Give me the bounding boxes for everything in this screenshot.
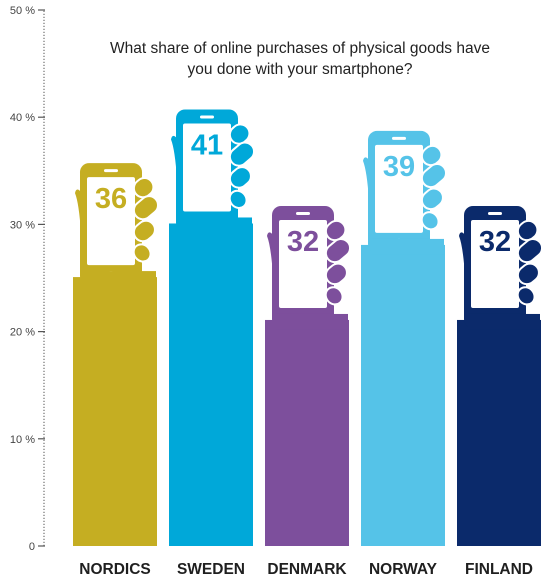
finger <box>228 141 256 167</box>
bar <box>265 319 349 546</box>
hand-palm <box>276 313 348 330</box>
data-label: 32 <box>479 226 511 258</box>
phone-speaker <box>392 136 406 140</box>
bar-group-norway: 39 NORWAY <box>361 130 448 578</box>
phone-speaker <box>488 211 502 215</box>
data-label: 39 <box>383 151 415 183</box>
finger <box>228 123 251 145</box>
hand-palm <box>180 217 252 234</box>
data-label: 36 <box>95 183 127 215</box>
x-tick-label: FINLAND <box>465 561 533 578</box>
finger <box>324 286 344 306</box>
phone-screen <box>279 219 327 308</box>
phone-screen <box>183 123 231 212</box>
bars: 36 NORDICS 41 SWEDEN 32 DENMARK 39 NORWAY 32 FINL… <box>73 109 544 578</box>
chart-title: What share of online purchases of physic… <box>110 40 490 78</box>
x-tick-label: DENMARK <box>267 561 347 578</box>
y-tick-label: 30 % <box>10 219 35 231</box>
finger <box>132 219 156 243</box>
bar-group-sweden: 41 SWEDEN <box>169 109 256 578</box>
chart-title-line-1: What share of online purchases of physic… <box>110 40 490 57</box>
x-tick-label: NORWAY <box>369 561 438 578</box>
bar-group-nordics: 36 NORDICS <box>73 163 160 578</box>
y-tick-label: 20 % <box>10 327 35 339</box>
bar <box>457 319 541 546</box>
y-tick-label: 50 % <box>10 5 35 17</box>
phone-screen <box>471 219 519 308</box>
y-tick-label: 40 % <box>10 112 35 124</box>
phone-screen <box>87 177 135 266</box>
finger <box>132 243 152 263</box>
bar-group-finland: 32 FINLAND <box>457 205 544 578</box>
data-label: 41 <box>191 129 223 161</box>
phone-speaker <box>296 211 310 215</box>
finger <box>420 187 444 211</box>
hand-palm <box>84 271 156 288</box>
x-tick-label: SWEDEN <box>177 561 245 578</box>
finger <box>132 195 160 221</box>
bar <box>73 277 157 546</box>
finger <box>420 162 448 189</box>
chart-title-line-2: you done with your smartphone? <box>188 61 413 78</box>
bar-group-denmark: 32 DENMARK <box>265 205 352 578</box>
finger <box>516 262 540 286</box>
finger <box>516 238 544 264</box>
y-axis: 0 10 % 20 % 30 % 40 % 50 % <box>10 5 45 553</box>
phone-speaker <box>200 115 214 119</box>
y-tick-label: 0 <box>29 541 35 553</box>
hand-palm <box>372 238 444 255</box>
bar <box>361 244 445 547</box>
phone-screen <box>375 144 423 233</box>
x-tick-label: NORDICS <box>79 561 150 578</box>
finger <box>228 189 248 209</box>
finger <box>516 219 539 242</box>
finger <box>228 166 252 189</box>
hand-palm <box>468 313 540 330</box>
finger <box>132 177 155 199</box>
bar <box>169 223 253 547</box>
data-label: 32 <box>287 226 319 258</box>
finger <box>324 238 352 264</box>
finger <box>324 262 348 286</box>
phone-speaker <box>104 169 118 173</box>
finger <box>516 286 536 306</box>
finger <box>324 219 347 242</box>
y-tick-label: 10 % <box>10 434 35 446</box>
finger <box>420 211 440 231</box>
finger <box>420 144 443 167</box>
